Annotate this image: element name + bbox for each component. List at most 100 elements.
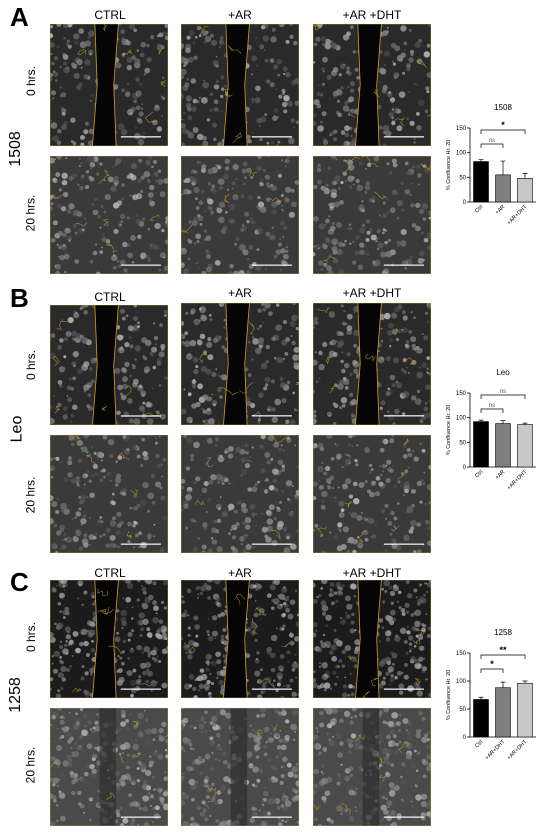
bar — [473, 421, 489, 468]
significance-bracket — [480, 668, 504, 673]
row-label-0-hrs: 0 hrs. — [24, 621, 39, 653]
significance-bracket — [480, 394, 526, 399]
micrograph-texture — [50, 435, 168, 553]
y-tick-label: 150 — [456, 391, 467, 397]
micrograph-texture — [181, 303, 299, 425]
significance-bracket — [480, 408, 504, 413]
bar — [517, 178, 533, 203]
row-label-20-hrs: 20 hrs. — [23, 194, 38, 232]
micrograph — [181, 580, 299, 698]
micrograph-texture — [50, 24, 168, 146]
error-bar — [478, 159, 484, 162]
micrograph — [181, 435, 299, 553]
x-tick-label: +AR+DHT — [506, 204, 529, 227]
column-label-ar: +AR — [228, 8, 252, 22]
micrograph-texture — [181, 708, 299, 826]
x-tick-label: +AR+DHT — [484, 739, 507, 762]
chart-title: Leo — [496, 368, 510, 377]
micrograph — [181, 708, 299, 826]
error-bar — [478, 696, 484, 700]
chart-title: 1508 — [494, 103, 512, 112]
micrograph — [313, 435, 431, 553]
micrograph — [181, 156, 299, 274]
panel-letter-b: B — [10, 283, 29, 313]
significance-label: ns — [500, 389, 506, 395]
significance-label: ns — [489, 403, 495, 409]
error-bar — [500, 160, 506, 175]
bar — [495, 174, 511, 203]
significance-bracket — [480, 654, 526, 659]
significance-label: ns — [489, 138, 495, 144]
micrograph — [313, 24, 431, 146]
micrograph-texture — [313, 708, 431, 826]
micrograph-texture — [313, 24, 431, 146]
micrograph — [50, 156, 168, 274]
bar — [495, 423, 511, 468]
column-label-ctrl: CTRL — [94, 8, 126, 22]
row-label-0-hrs: 0 hrs. — [24, 349, 39, 381]
micrograph-texture — [50, 580, 168, 698]
micrograph-texture — [50, 305, 168, 425]
micrograph-texture — [313, 303, 431, 425]
y-tick-label: 100 — [456, 679, 467, 685]
micrograph-texture — [181, 156, 299, 274]
row-label-20-hrs: 20 hrs. — [23, 476, 38, 514]
row-label-0-hrs: 0 hrs. — [24, 65, 39, 97]
y-tick-label: 50 — [459, 440, 466, 446]
column-label-ar: +AR — [228, 286, 252, 300]
significance-label: * — [490, 659, 494, 669]
column-label-ar-dht: +AR +DHT — [342, 566, 402, 580]
x-tick-label: +AR — [494, 469, 506, 481]
micrograph — [313, 580, 431, 698]
bar — [473, 699, 489, 738]
y-tick-label: 0 — [463, 200, 467, 206]
error-bar — [500, 420, 506, 424]
micrograph — [181, 303, 299, 425]
error-bar — [522, 422, 528, 425]
cell-line-label-1258: 1258 — [6, 677, 24, 713]
panel-letter-c: C — [10, 567, 29, 597]
micrograph — [313, 156, 431, 274]
micrograph-texture — [313, 435, 431, 553]
bar — [473, 161, 489, 203]
micrograph-texture — [181, 435, 299, 553]
micrograph — [50, 435, 168, 553]
micrograph — [50, 708, 168, 826]
significance-bracket — [480, 143, 504, 148]
micrograph — [50, 305, 168, 425]
x-tick-label: Ctrl — [474, 739, 484, 749]
bar — [517, 682, 533, 738]
y-tick-label: 50 — [459, 707, 466, 713]
chart-title: 1258 — [494, 628, 512, 637]
error-bar — [478, 419, 484, 422]
x-tick-label: +AR — [494, 204, 506, 216]
y-tick-label: 50 — [459, 175, 466, 181]
y-axis-label: % Confluence Hr. 20 — [446, 405, 452, 455]
y-tick-label: 100 — [456, 151, 467, 157]
x-tick-label: +AR+DHT — [506, 469, 529, 492]
micrograph-texture — [50, 156, 168, 274]
error-bar — [500, 681, 506, 688]
bar-chart-leo: Leo % Confluence Hr. 20 0 50 100 150 Ctrl +AR +A… — [440, 365, 550, 505]
panel-letter-a: A — [10, 2, 29, 32]
bar — [517, 424, 533, 468]
cell-line-label-1508: 1508 — [6, 131, 24, 167]
y-axis-label: % Confluence Hr. 20 — [446, 140, 452, 190]
micrograph — [50, 580, 168, 698]
bar — [495, 687, 511, 738]
micrograph-texture — [313, 580, 431, 698]
micrograph-texture — [313, 156, 431, 274]
micrograph — [181, 24, 299, 146]
y-axis-label: % Confluence Hr. 20 — [446, 670, 452, 720]
error-bar — [522, 680, 528, 684]
column-label-ctrl: CTRL — [94, 290, 126, 304]
x-tick-label: +AR+DHT — [506, 739, 529, 762]
row-label-20-hrs: 20 hrs. — [23, 746, 38, 784]
micrograph — [313, 303, 431, 425]
y-tick-label: 0 — [463, 735, 467, 741]
column-label-ctrl: CTRL — [94, 566, 126, 580]
bar-chart-1258: 1258% Confluence Hr. 20 0 50 100 150 Ctrl +AR+… — [440, 625, 550, 775]
significance-bracket — [480, 129, 526, 134]
error-bar — [522, 173, 528, 179]
micrograph-texture — [181, 24, 299, 146]
